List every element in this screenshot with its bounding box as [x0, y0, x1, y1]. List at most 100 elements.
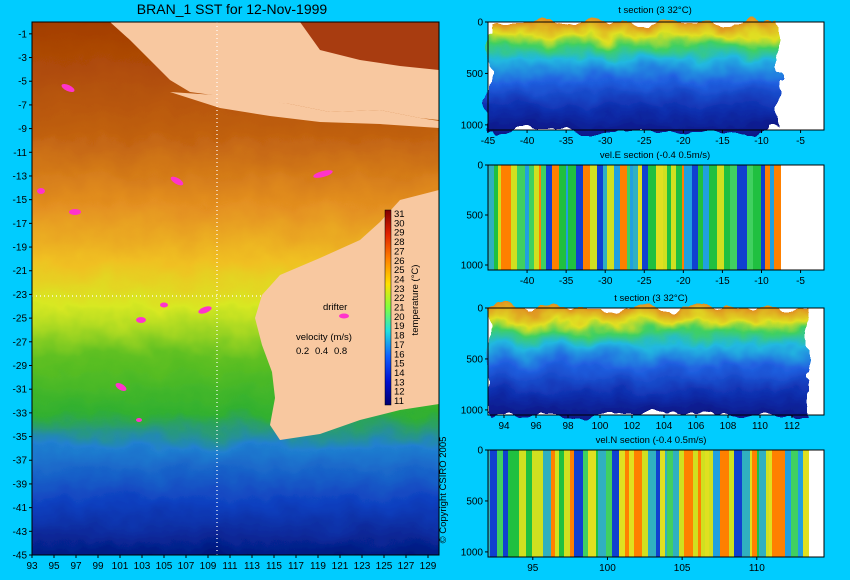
- section-x-tick-label: 94: [498, 421, 510, 432]
- panel2-title: vel.E section (-0.4 0.5m/s): [600, 150, 710, 161]
- section-field-stripe: [552, 165, 559, 270]
- section-field-stripe: [676, 165, 682, 270]
- panel1-ticks: -45 -40 -35 -30 -25 -20 -15 -10 -5 0 500 1000: [461, 18, 806, 148]
- section-field-stripe: [566, 165, 568, 270]
- section-field-stripe: [532, 450, 539, 557]
- section-field-stripe: [525, 165, 529, 270]
- section-x-tick-label: -30: [598, 136, 613, 147]
- map-y-tick-label: -35: [13, 432, 28, 443]
- section-field-stripe: [656, 165, 663, 270]
- map-y-tick-label: -29: [13, 361, 28, 372]
- colorbar: [384, 209, 392, 406]
- section-field-stripe: [769, 450, 772, 557]
- drifter-legend-label: drifter: [323, 302, 347, 313]
- section-field-stripe: [511, 165, 517, 270]
- map-x-tick-label: 103: [134, 561, 151, 572]
- panel2-field: [488, 165, 781, 270]
- section-field-stripe: [648, 165, 656, 270]
- velocity-legend-label: velocity (m/s): [296, 332, 352, 343]
- section-field-stripe: [625, 450, 629, 557]
- map-frame: [31, 21, 440, 556]
- section-y-tick-label: 500: [466, 69, 483, 80]
- section-field-stripe: [494, 165, 498, 270]
- section-field-stripe: [555, 450, 559, 557]
- map-x-tick-label: 93: [26, 561, 38, 572]
- map-x-tick-label: 119: [310, 561, 326, 572]
- section-field-stripe: [737, 165, 742, 270]
- section-field-stripe: [693, 450, 698, 557]
- section-field-stripe: [634, 450, 642, 557]
- map-x-tick-label: 115: [266, 561, 282, 572]
- colorbar-tick-label: 22: [394, 293, 405, 304]
- map-x-tick-label: 123: [354, 561, 371, 572]
- section-field-stripe: [705, 450, 709, 557]
- section-y-tick-label: 0: [477, 304, 483, 315]
- section-x-tick-label: -25: [637, 276, 652, 287]
- section-field-stripe: [620, 165, 627, 270]
- velocity-value-3: 0.8: [334, 346, 347, 357]
- colorbar-tick-label: 26: [394, 256, 405, 267]
- section-field-stripe: [568, 165, 576, 270]
- map-y-tick-label: -45: [13, 551, 28, 562]
- map-x-ticks: 93 95 97 99 101 103 105 107 109 111 113 115 117 119 12…: [26, 555, 437, 572]
- section-field-stripe: [508, 450, 513, 557]
- section-x-tick-label: -5: [796, 136, 805, 147]
- section-field-stripe: [698, 450, 701, 557]
- section-field-stripe: [671, 165, 676, 270]
- section-field-stripe: [667, 450, 673, 557]
- panel3-title: t section (3 32°C): [614, 293, 688, 304]
- map-y-tick-label: -27: [13, 337, 28, 348]
- section-x-tick-label: 105: [674, 563, 691, 574]
- section-x-tick-label: -10: [754, 276, 769, 287]
- section-field-stripe: [564, 450, 570, 557]
- colorbar-tick-label: 25: [394, 265, 405, 276]
- section-x-tick-label: 102: [624, 421, 641, 432]
- section-x-tick-label: -15: [715, 136, 730, 147]
- colorbar-tick-label: 29: [394, 228, 405, 239]
- drifter-markers: [37, 83, 333, 422]
- section-field-stripe: [517, 165, 525, 270]
- section-field-stripe: [798, 450, 803, 557]
- map-x-tick-label: 107: [178, 561, 195, 572]
- colorbar-tick-label: 31: [394, 209, 405, 220]
- section-y-tick-label: 0: [477, 446, 483, 457]
- section-field-stripe: [633, 165, 638, 270]
- section-field-stripe: [488, 450, 490, 557]
- panel3-field: [488, 308, 808, 415]
- section-field-stripe: [638, 165, 642, 270]
- section-field-stripe: [742, 165, 747, 270]
- map-y-tick-label: -3: [18, 53, 27, 64]
- map-y-tick-label: -5: [18, 77, 27, 88]
- section-field-stripe: [660, 450, 665, 557]
- section-x-tick-label: -35: [559, 276, 574, 287]
- section-y-tick-label: 1000: [461, 405, 484, 416]
- section-x-tick-label: 98: [562, 421, 574, 432]
- section-field-stripe: [673, 450, 679, 557]
- colorbar-tick-label: 19: [394, 321, 405, 332]
- section-field-stripe: [742, 450, 750, 557]
- panel3-frame: [487, 307, 825, 416]
- section-field-stripe: [537, 165, 539, 270]
- section-y-tick-label: 0: [477, 161, 483, 172]
- section-field-stripe: [684, 450, 691, 557]
- section-field-stripe: [603, 165, 607, 270]
- section-field-stripe: [539, 165, 541, 270]
- section-field-stripe: [759, 450, 766, 557]
- section-x-tick-label: 110: [752, 421, 768, 432]
- section-field-stripe: [791, 450, 798, 557]
- land-java: [170, 92, 439, 128]
- section-field-stripe: [488, 165, 494, 270]
- section-field-stripe: [642, 165, 648, 270]
- section-field-stripe: [780, 450, 785, 557]
- map-y-tick-label: -31: [13, 385, 28, 396]
- section-field-stripe: [598, 450, 601, 557]
- section-field-stripe: [747, 165, 753, 270]
- colorbar-label: temperature (°C): [410, 265, 421, 336]
- section-field-stripe: [750, 450, 752, 557]
- section-field-stripe: [642, 450, 648, 557]
- section-field-stripe: [619, 450, 625, 557]
- panel2-frame: [487, 164, 825, 271]
- colorbar-tick-label: 18: [394, 331, 405, 342]
- section-field-stripe: [770, 165, 774, 270]
